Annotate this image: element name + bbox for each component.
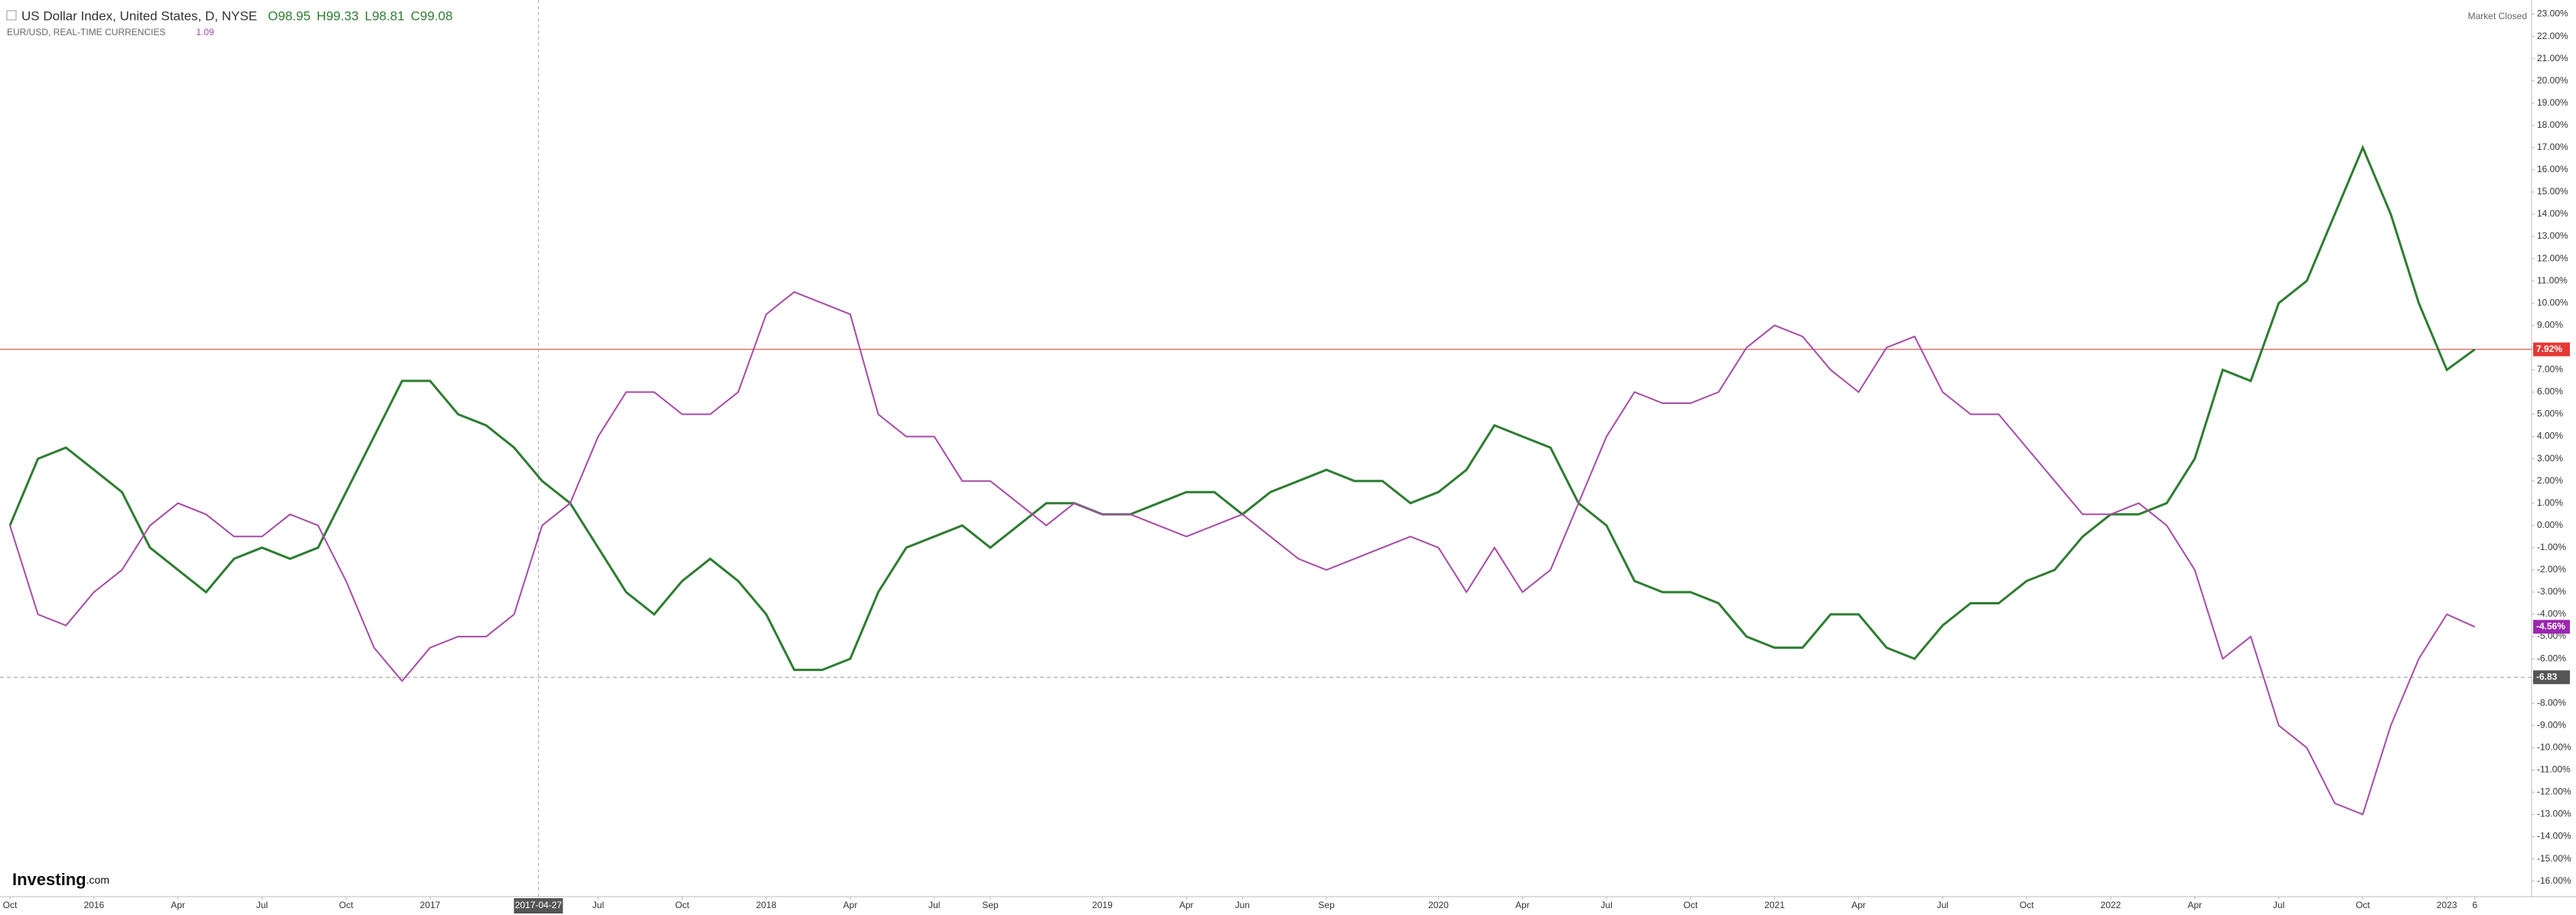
y-tick-label: 1.00%	[2537, 497, 2563, 508]
x-tick-label: 6	[2472, 900, 2477, 910]
y-tick-label: -15.00%	[2537, 853, 2571, 864]
x-tick-label: Oct	[339, 900, 354, 910]
x-tick-label: 2020	[1428, 900, 1449, 910]
x-tick-label: 2021	[1764, 900, 1785, 910]
x-tick-label: Oct	[2356, 900, 2370, 910]
y-tick-label: -6.00%	[2537, 653, 2566, 663]
y-tick-label: 10.00%	[2537, 297, 2568, 308]
x-tick-label: 2016	[83, 900, 104, 910]
y-tick-label: 7.00%	[2537, 364, 2563, 375]
y-tick-label: -14.00%	[2537, 831, 2571, 842]
x-tick-label: Sep	[1319, 900, 1335, 910]
y-tick-label: -3.00%	[2537, 586, 2566, 597]
price-label: 7.92%	[2536, 344, 2562, 354]
x-tick-label: 2017	[420, 900, 441, 910]
x-tick-label: Apr	[1179, 900, 1194, 910]
series-title: US Dollar Index, United States, D, NYSE	[21, 8, 257, 23]
x-tick-label: Apr	[843, 900, 858, 910]
series-2-last: 1.09	[196, 27, 214, 37]
x-tick-label: Jul	[592, 900, 604, 910]
y-tick-label: 13.00%	[2537, 230, 2568, 241]
watermark-suffix: .com	[86, 874, 109, 886]
y-tick-label: 20.00%	[2537, 75, 2568, 86]
x-tick-label: Apr	[2187, 900, 2202, 910]
series-line	[9, 291, 2476, 816]
y-tick-label: 12.00%	[2537, 252, 2568, 263]
market-status: Market Closed	[2468, 11, 2527, 21]
x-tick-label: 2022	[2101, 900, 2121, 910]
x-tick-label: Jun	[1235, 900, 1250, 910]
y-tick-label: 23.00%	[2537, 8, 2568, 19]
y-tick-label: -8.00%	[2537, 697, 2566, 708]
y-tick-label: -12.00%	[2537, 786, 2571, 797]
y-tick-label: 3.00%	[2537, 453, 2563, 464]
x-tick-label: Jul	[256, 900, 268, 910]
crosshair-label-bg	[514, 898, 563, 913]
x-tick-label: 2019	[1092, 900, 1113, 910]
y-tick-label: 14.00%	[2537, 208, 2568, 219]
y-tick-label: -1.00%	[2537, 542, 2566, 552]
y-tick-label: 17.00%	[2537, 142, 2568, 152]
x-tick-label: Jul	[2273, 900, 2284, 910]
y-tick-label: -2.00%	[2537, 564, 2566, 575]
series-2-title: EUR/USD, REAL-TIME CURRENCIES	[7, 27, 165, 37]
x-tick-label: 2018	[756, 900, 777, 910]
y-tick-label: 16.00%	[2537, 164, 2568, 174]
x-tick-label: Oct	[2020, 900, 2034, 910]
y-tick-label: 0.00%	[2537, 519, 2563, 530]
y-tick-label: 5.00%	[2537, 409, 2563, 419]
x-tick-label: Apr	[1515, 900, 1530, 910]
y-tick-label: -11.00%	[2537, 764, 2571, 775]
watermark-main: Investing	[12, 870, 86, 889]
x-tick-label: Jul	[1937, 900, 1948, 910]
y-tick-label: -10.00%	[2537, 742, 2571, 753]
y-tick-label: 21.00%	[2537, 53, 2568, 63]
y-tick-label: -16.00%	[2537, 875, 2571, 886]
y-tick-label: 15.00%	[2537, 186, 2568, 197]
price-label: -6.83	[2536, 671, 2558, 682]
x-tick-label: Jul	[1601, 900, 1612, 910]
y-tick-label: 2.00%	[2537, 475, 2563, 486]
y-tick-label: 6.00%	[2537, 386, 2563, 397]
ohlc-high: H99.33	[317, 8, 359, 23]
y-tick-label: 4.00%	[2537, 431, 2563, 441]
y-tick-label: 22.00%	[2537, 31, 2568, 41]
x-tick-label: Oct	[1684, 900, 1698, 910]
y-tick-label: 9.00%	[2537, 319, 2563, 330]
crosshair-label: 2017-04-27	[515, 900, 562, 910]
x-tick-label: Apr	[1851, 900, 1866, 910]
y-tick-label: -4.00%	[2537, 608, 2566, 619]
ohlc-close: C99.08	[411, 8, 453, 23]
y-tick-label: -9.00%	[2537, 719, 2566, 730]
x-tick-label: Apr	[171, 900, 185, 910]
y-tick-label: 19.00%	[2537, 97, 2568, 108]
ohlc-low: L98.81	[365, 8, 405, 23]
x-tick-label: Sep	[982, 900, 999, 910]
x-tick-label: Oct	[675, 900, 690, 910]
price-label: -4.56%	[2536, 620, 2565, 631]
y-tick-label: -13.00%	[2537, 809, 2571, 819]
collapse-icon[interactable]	[6, 10, 17, 21]
ohlc-open: O98.95	[268, 8, 311, 23]
watermark: Investing.com	[12, 870, 109, 889]
price-label-bg	[2533, 620, 2570, 634]
y-tick-label: 18.00%	[2537, 119, 2568, 130]
price-label-bg	[2533, 342, 2570, 357]
x-tick-label: Jul	[928, 900, 940, 910]
price-label-bg	[2533, 670, 2570, 685]
y-tick-label: 11.00%	[2537, 275, 2568, 285]
x-tick-label: 2023	[2437, 900, 2457, 910]
x-tick-label: Oct	[3, 900, 18, 910]
